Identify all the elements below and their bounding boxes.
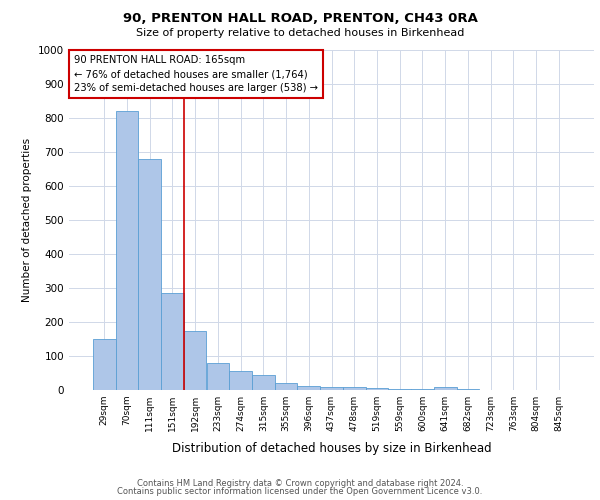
Bar	[298, 386, 320, 390]
Bar	[229, 372, 252, 390]
Bar	[139, 159, 161, 390]
Bar	[206, 364, 229, 390]
Bar	[320, 388, 343, 390]
Text: Contains public sector information licensed under the Open Government Licence v3: Contains public sector information licen…	[118, 487, 482, 496]
Bar	[184, 330, 206, 390]
Text: Size of property relative to detached houses in Birkenhead: Size of property relative to detached ho…	[136, 28, 464, 38]
Text: 90, PRENTON HALL ROAD, PRENTON, CH43 0RA: 90, PRENTON HALL ROAD, PRENTON, CH43 0RA	[122, 12, 478, 26]
Bar	[116, 111, 139, 390]
Bar	[343, 388, 365, 390]
Bar	[252, 376, 275, 390]
Bar	[365, 388, 388, 390]
Bar	[275, 382, 298, 390]
Bar	[388, 389, 411, 390]
Bar	[161, 293, 184, 390]
Text: 90 PRENTON HALL ROAD: 165sqm
← 76% of detached houses are smaller (1,764)
23% of: 90 PRENTON HALL ROAD: 165sqm ← 76% of de…	[74, 55, 318, 93]
Text: Contains HM Land Registry data © Crown copyright and database right 2024.: Contains HM Land Registry data © Crown c…	[137, 478, 463, 488]
Bar	[93, 339, 116, 390]
Y-axis label: Number of detached properties: Number of detached properties	[22, 138, 32, 302]
X-axis label: Distribution of detached houses by size in Birkenhead: Distribution of detached houses by size …	[172, 442, 491, 456]
Bar	[434, 388, 457, 390]
